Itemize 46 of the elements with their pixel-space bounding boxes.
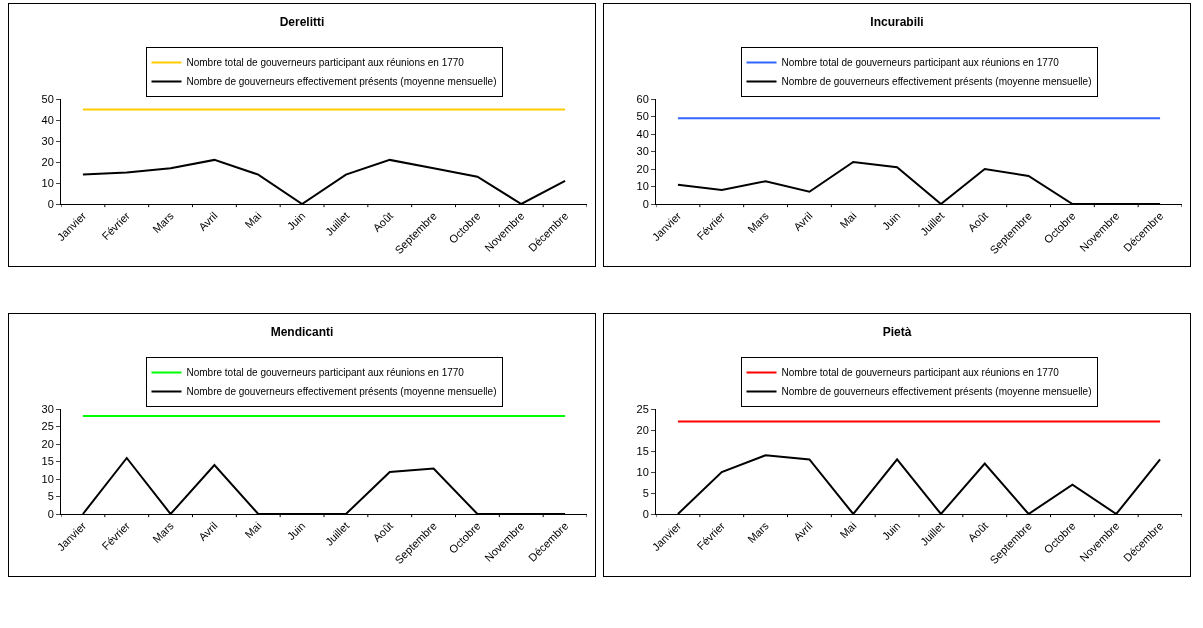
y-tick-label: 15 bbox=[41, 455, 54, 468]
x-tick-label: Juin bbox=[284, 519, 308, 543]
y-tick-label: 10 bbox=[41, 176, 54, 189]
y-tick-label: 5 bbox=[47, 490, 54, 503]
y-tick-label: 60 bbox=[636, 92, 649, 105]
legend-label: Nombre de gouverneurs effectivement présents (moyenne mensuelle) bbox=[781, 76, 1092, 88]
legend-label: Nombre de gouverneurs effectivement présents (moyenne mensuelle) bbox=[186, 386, 497, 398]
x-tick-label: Mai bbox=[242, 519, 264, 541]
y-tick-label: 50 bbox=[41, 92, 54, 105]
y-tick-label: 20 bbox=[41, 437, 54, 450]
x-tick-label: Mai bbox=[837, 209, 859, 231]
y-tick-label: 5 bbox=[642, 486, 649, 499]
chart-title: Mendicanti bbox=[270, 324, 334, 339]
x-tick-label: Mai bbox=[242, 209, 264, 231]
chart-title: Incurabili bbox=[870, 14, 924, 29]
y-tick-label: 40 bbox=[41, 113, 54, 126]
legend-label: Nombre de gouverneurs effectivement présents (moyenne mensuelle) bbox=[781, 386, 1092, 398]
legend-label: Nombre total de gouverneurs participant aux réunions en 1770 bbox=[186, 367, 465, 379]
y-tick-label: 25 bbox=[41, 420, 54, 433]
y-tick-label: 50 bbox=[636, 110, 649, 123]
y-tick-label: 30 bbox=[41, 134, 54, 147]
legend-label: Nombre total de gouverneurs participant aux réunions en 1770 bbox=[781, 57, 1060, 69]
chart-title: Derelitti bbox=[279, 14, 325, 29]
x-tick-label: Juin bbox=[879, 519, 903, 543]
legend-label: Nombre total de gouverneurs participant aux réunions en 1770 bbox=[186, 57, 465, 69]
y-tick-label: 20 bbox=[636, 162, 649, 175]
y-tick-label: 20 bbox=[41, 155, 54, 168]
y-tick-label: 0 bbox=[642, 507, 649, 520]
y-tick-label: 10 bbox=[636, 180, 649, 193]
x-tick-label: Juin bbox=[284, 209, 308, 233]
legend-label: Nombre de gouverneurs effectivement présents (moyenne mensuelle) bbox=[186, 76, 497, 88]
x-tick-label: Mai bbox=[837, 519, 859, 541]
legend-label: Nombre total de gouverneurs participant aux réunions en 1770 bbox=[781, 367, 1060, 379]
y-tick-label: 20 bbox=[636, 423, 649, 436]
y-tick-label: 40 bbox=[636, 127, 649, 140]
y-tick-label: 0 bbox=[47, 197, 54, 210]
y-tick-label: 0 bbox=[642, 197, 649, 210]
y-tick-label: 10 bbox=[636, 465, 649, 478]
y-tick-label: 10 bbox=[41, 472, 54, 485]
y-tick-label: 25 bbox=[636, 402, 649, 415]
y-tick-label: 15 bbox=[636, 444, 649, 457]
y-tick-label: 30 bbox=[636, 145, 649, 158]
x-tick-label: Juin bbox=[879, 209, 903, 233]
y-tick-label: 0 bbox=[47, 507, 54, 520]
chart-title: Pietà bbox=[882, 324, 912, 339]
y-tick-label: 30 bbox=[41, 402, 54, 415]
